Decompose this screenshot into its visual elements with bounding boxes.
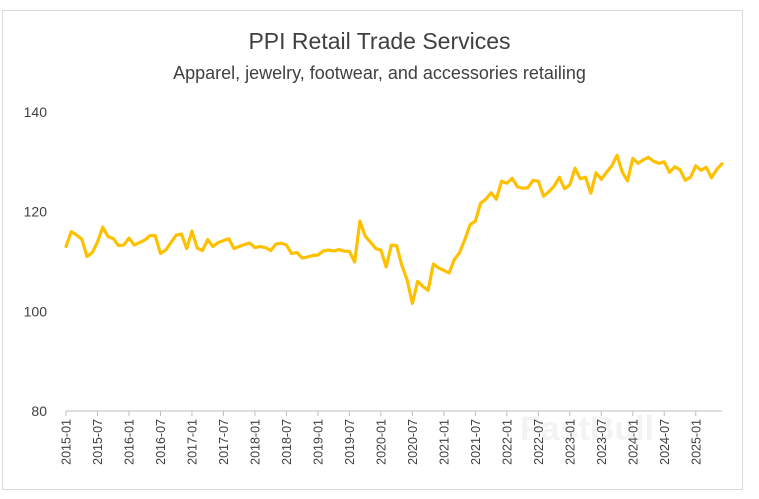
chart-subtitle: Apparel, jewelry, footwear, and accessor… xyxy=(173,63,586,83)
y-tick-label: 80 xyxy=(31,403,47,419)
x-tick-label: 2015-07 xyxy=(91,419,105,465)
x-axis: 2015-01 2015-07 2016-01 2016-07 2017-01 2017-… xyxy=(60,410,722,465)
x-tick-label: 2021-01 xyxy=(437,419,451,465)
x-tick-label: 2016-07 xyxy=(154,419,168,465)
x-tick-label: 2019-01 xyxy=(311,419,325,465)
x-tick-label: 2018-01 xyxy=(248,419,262,465)
x-tick-label: 2015-01 xyxy=(60,419,74,465)
series-layer xyxy=(64,153,724,305)
x-tick-label: 2024-01 xyxy=(626,419,640,465)
series-line xyxy=(64,153,724,305)
x-tick-label: 2020-01 xyxy=(374,419,388,465)
x-tick-label: 2020-07 xyxy=(406,419,420,465)
x-tick-label: 2022-07 xyxy=(532,419,546,465)
chart-title: PPI Retail Trade Services xyxy=(248,28,511,54)
x-tick-label: 2016-01 xyxy=(122,419,136,465)
x-tick-label: 2017-01 xyxy=(185,419,199,465)
y-tick-label: 100 xyxy=(24,303,48,319)
x-tick-label: 2025-01 xyxy=(689,419,703,465)
x-tick-label: 2024-07 xyxy=(658,419,672,465)
y-tick-label: 140 xyxy=(24,104,48,120)
y-axis: 80 100 120 140 xyxy=(24,104,48,419)
x-tick-label: 2017-07 xyxy=(217,419,231,465)
x-tick-label: 2018-07 xyxy=(280,419,294,465)
chart-frame xyxy=(2,10,743,490)
x-tick-label: 2023-01 xyxy=(563,419,577,465)
x-tick-label: 2021-07 xyxy=(469,419,483,465)
x-tick-label: 2023-07 xyxy=(595,419,609,465)
watermark-logo: FastBull xyxy=(520,410,654,448)
x-tick-label: 2022-01 xyxy=(500,419,514,465)
y-tick-label: 120 xyxy=(24,204,48,220)
x-tick-label: 2019-07 xyxy=(343,419,357,465)
